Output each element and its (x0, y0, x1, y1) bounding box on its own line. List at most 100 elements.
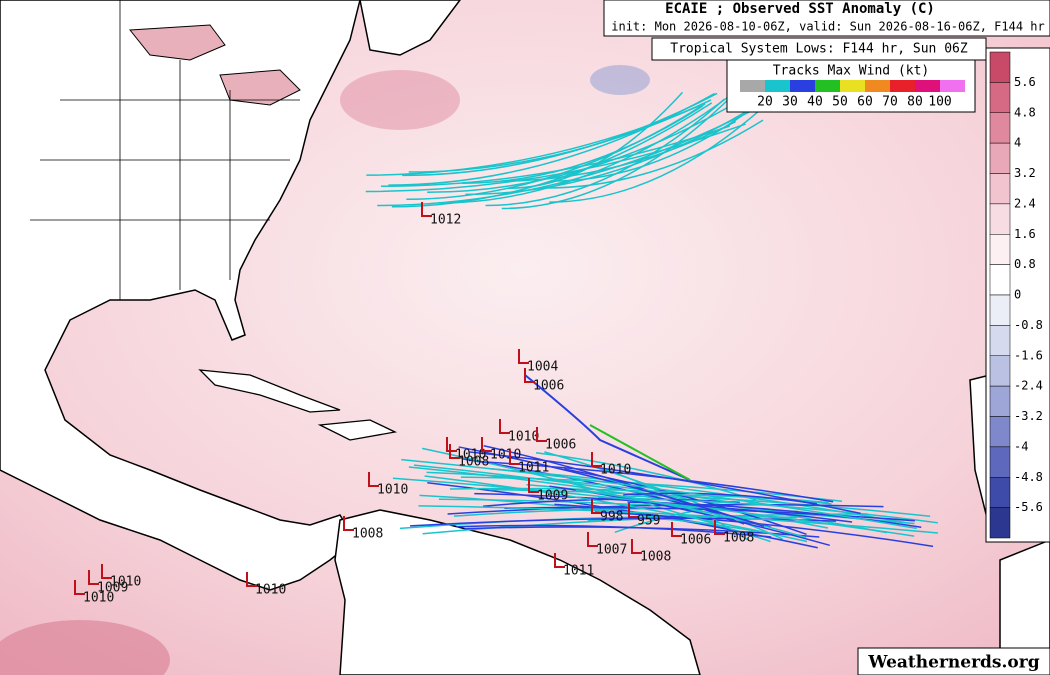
low-marker (421, 202, 432, 217)
watermark-frame (857, 647, 1050, 675)
low-pressure: 1010 (490, 448, 521, 463)
land-south-america (334, 509, 701, 675)
wind-label: 80 (907, 95, 923, 110)
colorbar-swatch (989, 355, 1011, 387)
low-pressure: 1004 (527, 360, 558, 375)
low-marker (528, 478, 539, 493)
low-marker (518, 349, 529, 364)
low-pressure: 1010 (377, 483, 408, 498)
low-marker (591, 452, 602, 467)
colorbar-swatch (989, 325, 1011, 356)
wind-swatch (815, 80, 840, 92)
colorbar-swatch (989, 234, 1011, 265)
track (408, 99, 712, 173)
track (453, 507, 799, 517)
low-marker (671, 522, 682, 537)
low-pressure: 1008 (723, 531, 754, 546)
track (426, 471, 739, 505)
colorbar-label: 0 (1014, 288, 1021, 302)
track (595, 511, 934, 548)
track (410, 517, 837, 527)
low-pressure: 998 (600, 510, 623, 525)
wind-swatch (890, 80, 915, 92)
wind-label: 30 (782, 95, 798, 110)
low-marker (714, 520, 725, 535)
low-marker (628, 503, 639, 518)
track (377, 106, 759, 207)
warm-anomaly (0, 620, 170, 675)
low-pressure: 1012 (430, 213, 461, 228)
wind-label: 50 (832, 95, 848, 110)
wind-swatch (865, 80, 890, 92)
low-pressure: 1010 (255, 583, 286, 598)
low-pressure: 1010 (83, 591, 114, 606)
low-pressure: 959 (637, 514, 660, 529)
borders (30, 0, 300, 300)
low-marker (536, 427, 547, 442)
colorbar-label: -5.6 (1014, 500, 1043, 514)
low-pressure: 1010 (110, 575, 141, 590)
wind-swatch (940, 80, 965, 92)
low-pressure: 1007 (596, 543, 627, 558)
land-hispaniola (317, 419, 398, 441)
low-pressure: 1008 (640, 550, 671, 565)
track (391, 102, 713, 208)
track (483, 445, 745, 525)
track (535, 452, 757, 501)
colorbar-swatch (989, 112, 1011, 144)
track (388, 92, 715, 186)
low-marker (587, 532, 598, 547)
colorbar-label: -0.8 (1014, 318, 1043, 332)
colorbar-swatch (989, 82, 1011, 113)
track (456, 524, 772, 538)
wind-legend-title: Tracks Max Wind (kt) (773, 64, 930, 79)
colorbar-label: -1.6 (1014, 348, 1043, 362)
track (477, 460, 834, 503)
low-marker (481, 437, 492, 452)
low-marker (446, 437, 457, 452)
wind-label: 40 (807, 95, 823, 110)
land-cuba (198, 369, 341, 413)
wind-swatch (740, 80, 765, 92)
low-marker (368, 472, 379, 487)
low-marker (343, 516, 354, 531)
wind-label: 20 (757, 95, 773, 110)
low-pressure: 1006 (533, 379, 564, 394)
track (460, 476, 843, 502)
low-pressure: 1010 (508, 430, 539, 445)
wind-swatch (765, 80, 790, 92)
tracks (365, 91, 939, 549)
track (424, 475, 808, 543)
track (554, 503, 755, 537)
colorbar-swatch (989, 385, 1011, 417)
track (598, 497, 939, 524)
low-pressure: 1006 (545, 438, 576, 453)
watermark: Weathernerds.org (867, 653, 1039, 673)
colorbar-swatch (989, 51, 1011, 83)
track (623, 492, 817, 505)
track (427, 102, 736, 194)
wind-swatch (840, 80, 865, 92)
colorbar-swatch (989, 477, 1011, 508)
colorbar-label: 1.6 (1014, 227, 1036, 241)
colorbar-label: -3.2 (1014, 409, 1043, 423)
header-box (603, 0, 1050, 37)
box-title: Tropical System Lows: F144 hr, Sun 06Z (670, 42, 968, 57)
colorbar-label: -4.8 (1014, 470, 1043, 484)
track (392, 477, 915, 537)
low-marker (631, 539, 642, 554)
wind-label: 60 (857, 95, 873, 110)
low-marker (524, 368, 535, 383)
low-marker (591, 499, 602, 514)
low-marker (101, 564, 112, 579)
low-marker (88, 570, 99, 585)
colorbar: 5.6 4.8 4 3.2 2.4 1.6 0.8 0 -0.8 -1.6 -2.4 -3.2 -4 -4… (989, 51, 1043, 539)
low-marker (554, 553, 565, 568)
colorbar-label: 3.2 (1014, 166, 1036, 180)
track (399, 515, 798, 530)
wind-label: 100 (928, 95, 951, 110)
low-pressure: 1010 (600, 463, 631, 478)
track (589, 424, 691, 481)
colorbar-swatch (989, 142, 1011, 174)
